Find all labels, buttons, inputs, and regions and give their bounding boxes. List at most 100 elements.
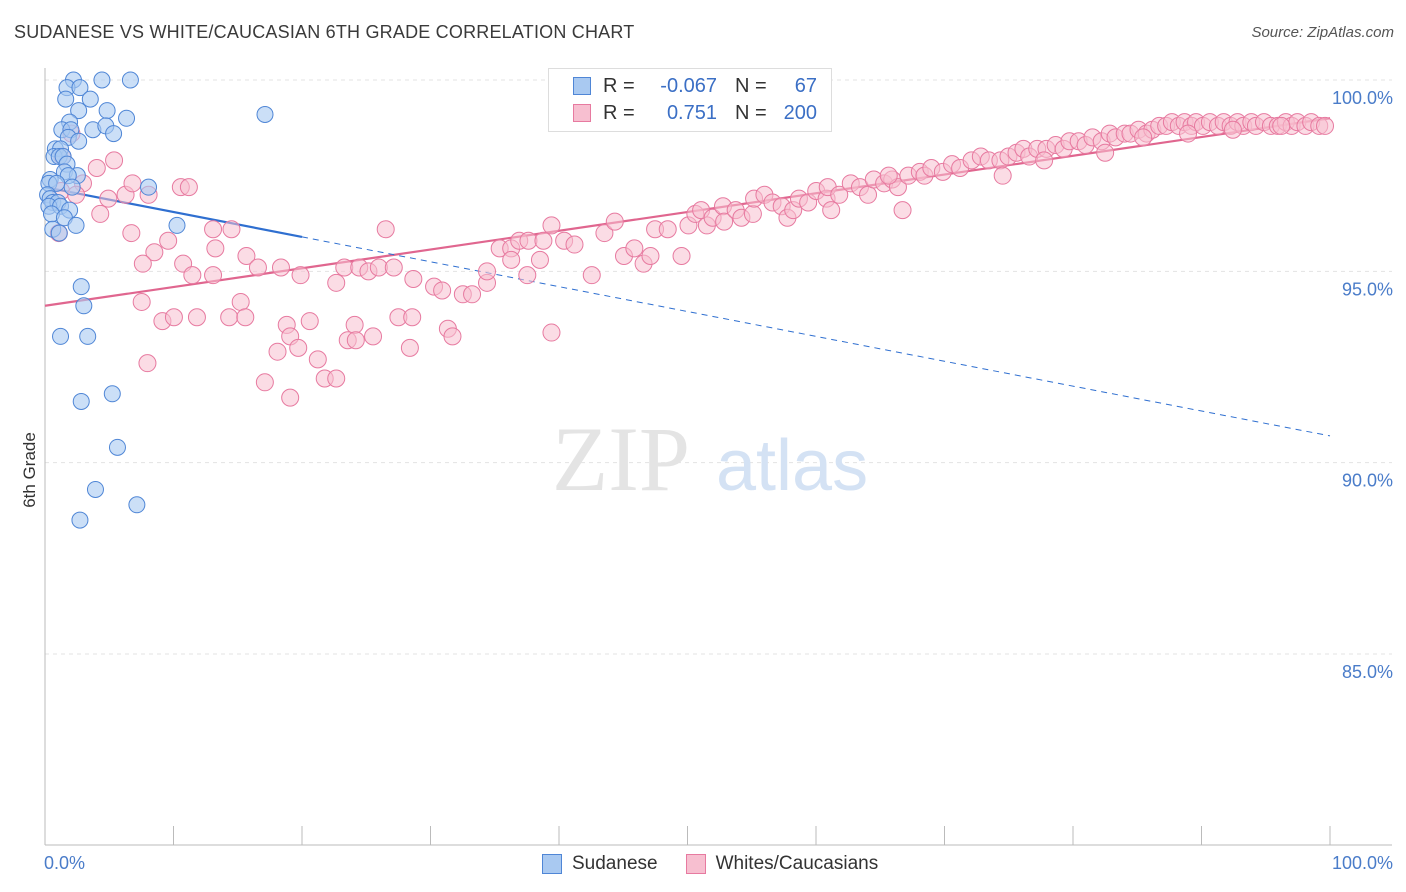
- data-point-whites: [91, 204, 110, 223]
- data-point-whites: [271, 258, 290, 277]
- legend-swatch-whites: [573, 104, 591, 122]
- data-point-whites: [502, 250, 521, 269]
- data-point-whites: [183, 266, 202, 285]
- data-point-sudanese: [52, 327, 70, 345]
- chart-title: SUDANESE VS WHITE/CAUCASIAN 6TH GRADE CO…: [14, 22, 635, 42]
- axes: [44, 68, 1392, 846]
- data-point-whites: [565, 235, 584, 254]
- data-point-sudanese: [121, 71, 139, 89]
- trend-line-sudanese: [44, 186, 303, 238]
- data-point-whites: [327, 369, 346, 388]
- data-point-whites: [237, 247, 256, 266]
- legend-n-value: 67: [794, 74, 817, 97]
- data-point-whites: [248, 258, 267, 277]
- data-point-whites: [179, 178, 198, 197]
- legend-item-sudanese[interactable]: Sudanese: [542, 853, 658, 875]
- data-point-sudanese: [79, 327, 97, 345]
- data-point-sudanese: [57, 90, 75, 108]
- data-point-whites: [403, 308, 422, 327]
- data-point-whites: [519, 231, 538, 250]
- data-point-whites: [335, 258, 354, 277]
- legend-label-whites: Whites/Caucasians: [715, 853, 879, 874]
- data-point-whites: [433, 281, 452, 300]
- watermark: ZIP atlas: [552, 408, 868, 510]
- legend-row-sudanese: R = -0.067 N = 67: [549, 73, 817, 99]
- legend-r-value: 0.751: [666, 101, 717, 124]
- data-point-whites: [133, 254, 152, 273]
- data-point-whites: [542, 216, 561, 235]
- data-point-whites: [658, 220, 677, 239]
- data-point-whites: [542, 323, 561, 342]
- data-point-whites: [164, 308, 183, 327]
- legend-item-whites[interactable]: Whites/Caucasians: [685, 853, 879, 875]
- x-tick-labels: 0.0% 100.0%: [44, 853, 1393, 873]
- data-point-whites: [595, 224, 614, 243]
- data-point-sudanese: [71, 511, 89, 529]
- data-point-sudanese: [71, 79, 89, 97]
- data-point-whites: [625, 239, 644, 258]
- watermark-zip: ZIP: [552, 408, 690, 510]
- trend-line-sudanese-extension: [301, 236, 1331, 437]
- data-point-whites: [1223, 120, 1242, 139]
- data-point-whites: [893, 201, 912, 220]
- data-point-sudanese: [81, 90, 99, 108]
- data-point-whites: [222, 220, 241, 239]
- bottom-legend: Sudanese Whites/Caucasians: [542, 853, 906, 875]
- legend-label-sudanese: Sudanese: [572, 853, 658, 874]
- data-point-whites: [822, 201, 841, 220]
- watermark-atlas: atlas: [716, 426, 868, 506]
- y-tick-label: 90.0%: [1342, 471, 1393, 491]
- data-point-whites: [404, 269, 423, 288]
- data-point-whites: [1316, 116, 1334, 135]
- legend-r-label: R =: [603, 101, 635, 124]
- data-point-whites: [605, 212, 624, 231]
- legend-r-label: R =: [603, 74, 635, 97]
- data-point-whites: [300, 312, 319, 331]
- data-point-whites: [204, 266, 223, 285]
- data-point-whites: [281, 388, 300, 407]
- data-point-whites: [159, 231, 178, 250]
- data-point-sudanese: [86, 480, 104, 498]
- data-point-whites: [345, 315, 364, 334]
- data-point-whites: [463, 285, 482, 304]
- data-point-sudanese: [63, 178, 81, 196]
- legend-row-whites: R = 0.751 N = 200: [549, 100, 817, 126]
- data-point-sudanese: [98, 102, 116, 120]
- data-point-whites: [1096, 143, 1115, 162]
- data-point-whites: [123, 174, 142, 193]
- y-tick-labels: 85.0% 90.0% 95.0% 100.0%: [1332, 88, 1393, 682]
- data-point-whites: [122, 224, 141, 243]
- data-point-whites: [534, 231, 553, 250]
- data-point-whites: [530, 250, 549, 269]
- data-point-sudanese: [72, 392, 90, 410]
- data-point-whites: [231, 292, 250, 311]
- legend-n-value: 200: [783, 101, 817, 124]
- legend-swatch-sudanese: [573, 77, 591, 95]
- y-tick-label: 100.0%: [1332, 88, 1393, 108]
- data-point-whites: [478, 262, 497, 281]
- data-point-sudanese: [70, 102, 88, 120]
- data-point-whites: [641, 247, 660, 266]
- data-point-sudanese: [75, 297, 93, 315]
- data-point-sudanese: [108, 438, 126, 456]
- data-point-sudanese: [72, 278, 90, 296]
- data-point-whites: [145, 243, 164, 262]
- legend-r-value: -0.067: [660, 74, 717, 97]
- data-point-whites: [206, 239, 225, 258]
- legend-n-label: N =: [735, 101, 767, 124]
- x-tick-label: 0.0%: [44, 853, 85, 873]
- data-point-sudanese: [50, 224, 68, 242]
- data-point-whites: [308, 350, 327, 369]
- legend-swatch-sudanese: [542, 854, 562, 874]
- data-point-sudanese: [168, 216, 186, 234]
- data-point-whites: [220, 308, 239, 327]
- data-point-whites: [443, 327, 462, 346]
- data-point-whites: [715, 212, 734, 231]
- data-point-sudanese: [256, 105, 274, 123]
- data-point-whites: [369, 258, 388, 277]
- data-point-whites: [236, 308, 255, 327]
- data-point-whites: [87, 159, 106, 178]
- data-point-whites: [743, 204, 762, 223]
- data-point-whites: [187, 308, 206, 327]
- series-sudanese-points: [39, 71, 274, 529]
